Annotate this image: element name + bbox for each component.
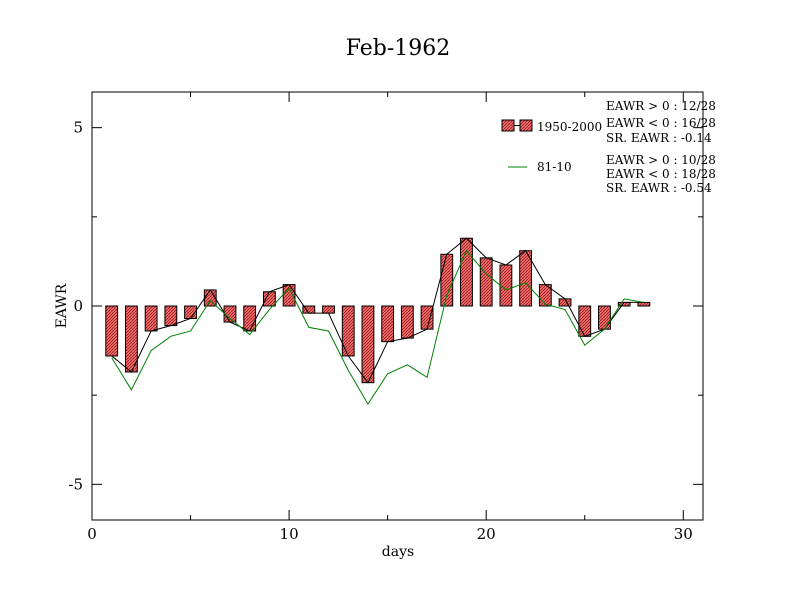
legend-stat-81-10-neg: EAWR < 0 : 18/28 [606, 167, 716, 181]
legend-label-1950-2000: 1950-2000 [537, 120, 602, 134]
bar-day-7 [223, 305, 237, 323]
legend-swatch-1950-2000 [501, 119, 515, 132]
bar-day-22 [519, 250, 533, 307]
x-tick-label: 10 [280, 525, 299, 543]
series-line-1950-2000 [111, 237, 644, 384]
chart-title: Feb-1962 [346, 36, 451, 61]
legend-swatch-1950-2000-right [519, 119, 533, 132]
legend-stat-81-10-sr: SR. EAWR : -0.54 [606, 181, 712, 195]
bar-day-25 [578, 305, 592, 337]
bar-day-12 [322, 305, 335, 314]
series-line-81-10 [111, 249, 644, 406]
bar-day-3 [144, 305, 158, 332]
x-tick-label: 0 [87, 525, 97, 543]
bar-day-19 [460, 237, 473, 307]
y-axis-label: EAWR [54, 283, 70, 328]
x-axis: 0 10 20 30 [87, 92, 693, 543]
bar-day-4 [164, 305, 178, 327]
bar-day-13 [341, 305, 355, 357]
legend-stat-1950-2000-sr: SR. EAWR : -0.14 [606, 131, 712, 145]
series-lines [111, 237, 644, 406]
bar-day-6 [203, 289, 217, 307]
x-tick-label: 30 [674, 525, 693, 543]
bar-day-20 [479, 257, 493, 307]
bar-day-16 [400, 305, 414, 339]
bar-day-8 [243, 305, 257, 332]
bar-day-2 [125, 305, 138, 373]
y-axis: -5 0 5 [68, 119, 703, 493]
bars-series-1950-2000 [105, 237, 651, 384]
bar-day-1 [105, 305, 119, 357]
legend-stat-1950-2000-pos: EAWR > 0 : 12/28 [606, 99, 716, 113]
y-tick-label: 5 [73, 119, 83, 137]
bar-day-17 [420, 305, 434, 330]
bar-day-14 [361, 305, 375, 384]
x-tick-label: 20 [477, 525, 496, 543]
bar-day-21 [499, 264, 513, 307]
y-tick-label: -5 [68, 475, 83, 493]
bar-day-15 [381, 305, 395, 343]
legend: 1950-2000 EAWR > 0 : 12/28 EAWR < 0 : 16… [501, 99, 716, 195]
bar-day-18 [440, 253, 454, 307]
y-tick-label: 0 [73, 297, 83, 315]
legend-label-81-10: 81-10 [537, 160, 572, 174]
bar-day-28 [637, 301, 651, 307]
bar-day-26 [598, 305, 611, 330]
legend-stat-81-10-pos: EAWR > 0 : 10/28 [606, 153, 716, 167]
x-axis-label: days [382, 544, 414, 560]
legend-stat-1950-2000-neg: EAWR < 0 : 16/28 [606, 116, 716, 130]
